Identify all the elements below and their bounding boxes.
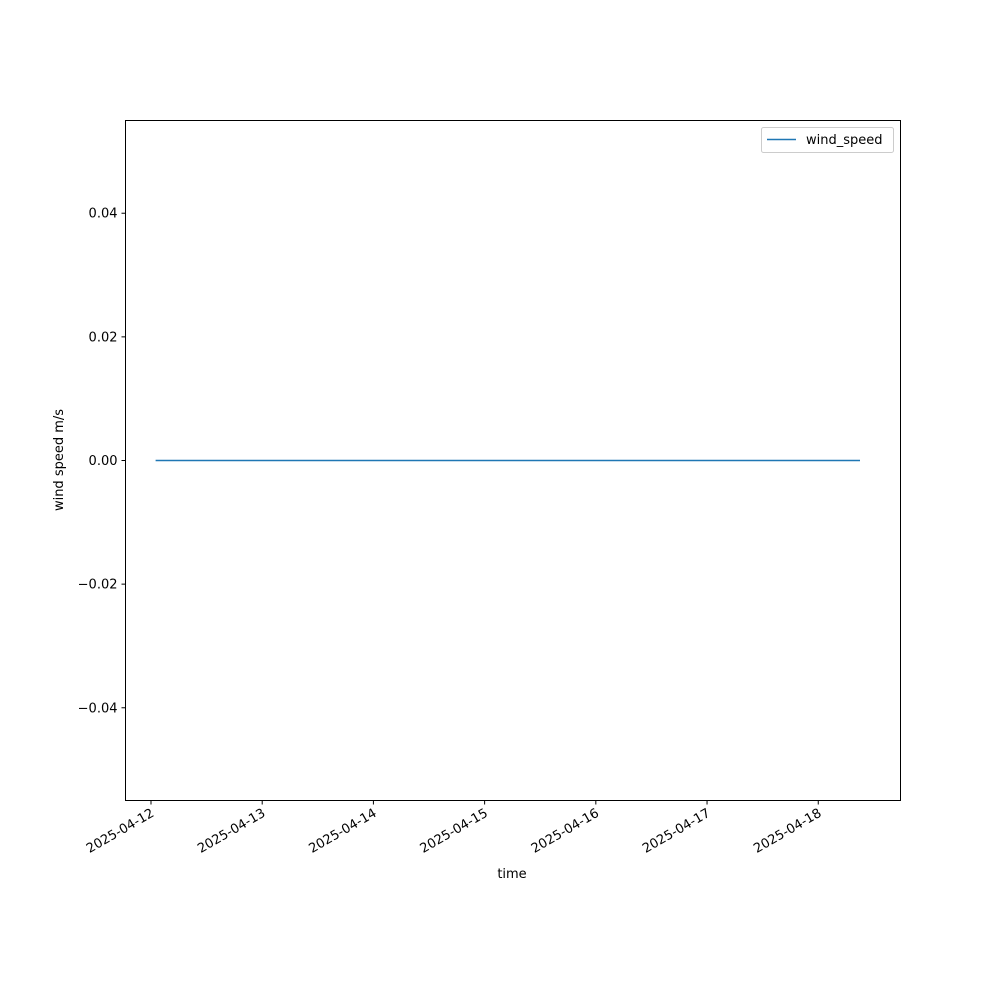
y-tick-label: 0.00 — [89, 454, 118, 469]
y-tick-label: 0.02 — [89, 330, 118, 345]
x-axis-label: time — [497, 867, 526, 882]
y-tick-label: −0.02 — [78, 578, 118, 593]
axes-frame — [125, 120, 901, 801]
legend-box — [761, 127, 894, 153]
legend: wind_speed — [761, 127, 894, 153]
y-tick-label: 0.04 — [89, 207, 118, 222]
y-axis-label: wind speed m/s — [52, 409, 67, 511]
y-tick-label: −0.04 — [78, 701, 118, 716]
y-axis: −0.04 −0.02 0.00 0.02 0.04 — [78, 207, 126, 716]
legend-label: wind_speed — [806, 133, 883, 148]
